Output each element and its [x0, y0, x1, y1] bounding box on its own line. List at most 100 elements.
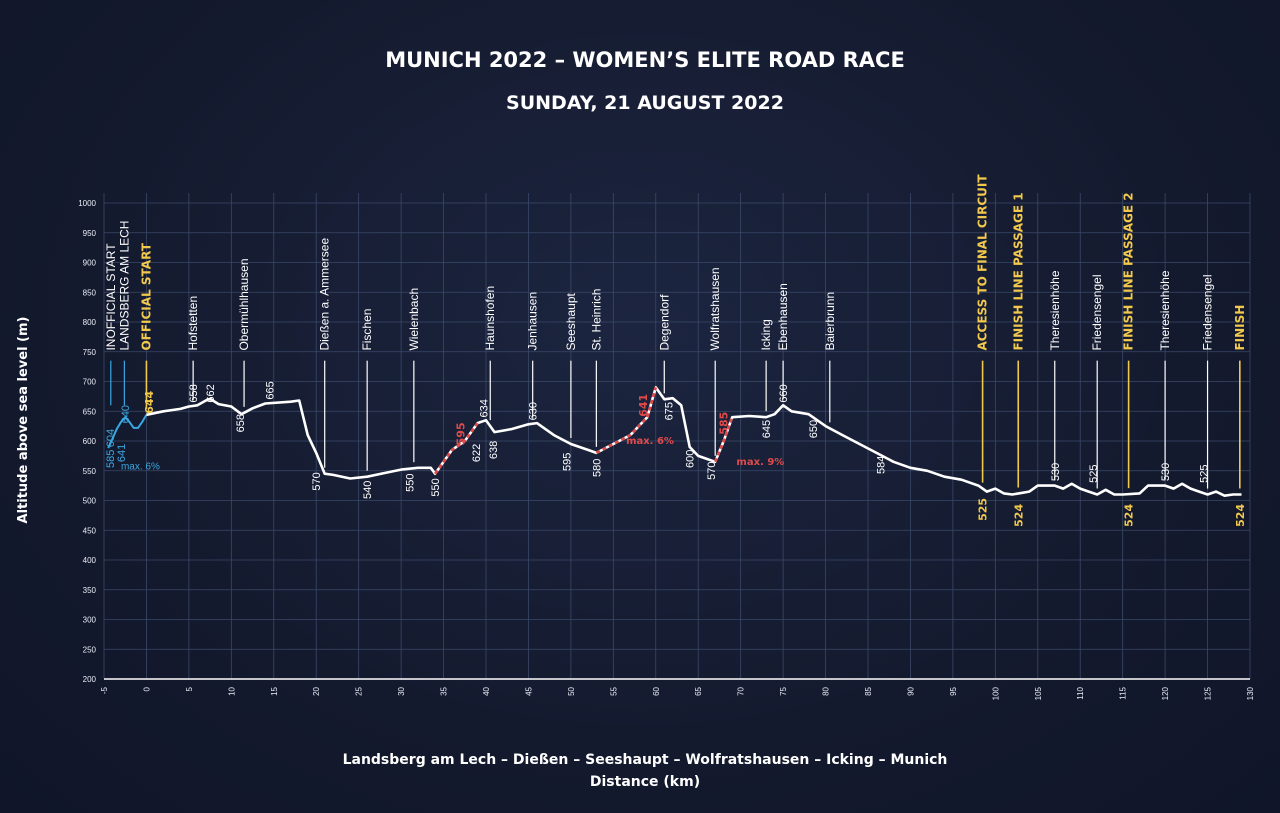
altitude-label: 550 — [405, 473, 417, 491]
x-tick-label: 90 — [906, 686, 915, 695]
altitude-label: 675 — [664, 402, 676, 420]
x-tick-label: 75 — [779, 686, 788, 695]
x-tick-label: 20 — [312, 686, 321, 695]
altitude-label: 524 — [1234, 504, 1247, 527]
place-name: Obermühlhausen — [237, 258, 251, 350]
altitude-label: 600 — [685, 450, 697, 468]
altitude-label: 580 — [591, 459, 603, 477]
altitude-label: 550 — [430, 478, 442, 496]
altitude-label: 585 — [718, 412, 731, 435]
place-name: Friedensengel — [1201, 274, 1215, 350]
place-name: Hofstetten — [186, 296, 200, 351]
x-tick-label: 110 — [1076, 686, 1085, 699]
place-name: Seeshaupt — [564, 293, 578, 351]
x-tick-label: 45 — [524, 686, 533, 695]
y-tick-label: 900 — [83, 259, 97, 268]
x-tick-label: 80 — [822, 686, 831, 695]
altitude-label: 660 — [778, 384, 790, 402]
place-name: Jenhausen — [526, 292, 540, 351]
y-tick-label: 650 — [83, 407, 97, 416]
chart-subtitle: SUNDAY, 21 AUGUST 2022 — [506, 92, 784, 114]
altitude-label: 644 — [143, 391, 156, 414]
altitude-label: 525 — [1088, 465, 1100, 483]
place-name: Dießen a. Ammersee — [318, 238, 332, 351]
x-tick-label: 40 — [482, 686, 491, 695]
profile-line — [146, 386, 1242, 498]
x-axis-label: Distance (km) — [590, 774, 700, 790]
altitude-label: 540 — [362, 481, 374, 499]
grade-label: max. 6% — [626, 436, 674, 447]
place-name: INOFFICIAL START — [104, 243, 118, 351]
x-axis-ticks: -5 0 5 10 15 20 25 30 35 40 45 50 55 60 65 70 75 80 85 90 95… — [100, 686, 1255, 700]
place-name: Friedensengel — [1090, 274, 1104, 350]
y-tick-label: 800 — [83, 318, 97, 327]
climb-segment — [434, 422, 479, 475]
neutral-altitude-label: 604 — [105, 429, 117, 447]
x-tick-label: 25 — [355, 686, 364, 695]
route-label: Landsberg am Lech – Dießen – Seeshaupt –… — [343, 752, 948, 768]
place-name: LANDSBERG AM LECH — [117, 221, 131, 351]
y-tick-label: 850 — [83, 288, 97, 297]
altitude-label: 641 — [637, 394, 650, 417]
y-tick-label: 550 — [83, 467, 97, 476]
x-tick-label: 55 — [609, 686, 618, 695]
place-name: Fischen — [360, 309, 374, 351]
altitude-label: 570 — [311, 472, 323, 490]
x-tick-label: 120 — [1161, 686, 1170, 700]
y-tick-label: 600 — [83, 437, 97, 446]
place-name: St. Heinrich — [589, 289, 603, 351]
altitude-label: 595 — [562, 453, 574, 471]
neutral-profile-line — [107, 414, 148, 449]
x-tick-label: 100 — [991, 686, 1000, 700]
altitude-label: 658 — [235, 414, 247, 432]
y-tick-label: 300 — [83, 616, 97, 625]
y-axis-label: Altitude above sea level (m) — [16, 317, 31, 524]
altitude-label: 530 — [1050, 463, 1062, 481]
y-tick-label: 400 — [83, 556, 97, 565]
climb-segment — [713, 416, 734, 463]
y-axis-ticks: 200 250 300 350 400 450 500 550 600 650 700 750 800 8… — [78, 199, 96, 684]
place-markers: INOFFICIAL START LANDSBERG AM LECH OFFICIA… — [104, 174, 1247, 489]
altitude-label: 658 — [188, 384, 200, 402]
x-tick-label: 125 — [1204, 686, 1213, 700]
place-name: FINISH — [1233, 305, 1247, 351]
y-tick-label: 200 — [83, 675, 97, 684]
profile-line-group — [107, 386, 1242, 498]
x-tick-label: 115 — [1119, 686, 1128, 699]
altitude-label: 645 — [761, 420, 773, 438]
altitude-label: 662 — [205, 384, 217, 402]
grid — [103, 193, 1251, 680]
altitude-label: 525 — [1198, 465, 1210, 483]
neutral-altitude-label: 585 — [105, 450, 117, 468]
x-tick-label: 0 — [142, 686, 151, 691]
x-tick-label: 95 — [949, 686, 958, 695]
place-name: Haunshofen — [483, 286, 497, 351]
x-tick-label: 105 — [1034, 686, 1043, 700]
x-tick-label: 30 — [397, 686, 406, 695]
place-name: Degendorf — [657, 294, 671, 351]
x-tick-label: 130 — [1246, 686, 1255, 700]
x-tick-label: 65 — [694, 686, 703, 695]
x-tick-label: 15 — [270, 686, 279, 695]
y-tick-label: 700 — [83, 378, 97, 387]
x-tick-label: 35 — [440, 686, 449, 695]
x-tick-label: 10 — [227, 686, 236, 695]
chart-title: MUNICH 2022 – WOMEN’S ELITE ROAD RACE — [385, 48, 905, 72]
altitude-label: 665 — [265, 381, 277, 399]
y-tick-label: 950 — [83, 229, 97, 238]
altitude-label: 630 — [528, 402, 540, 420]
place-name: Baierbrunn — [823, 292, 837, 351]
x-tick-label: 5 — [185, 686, 194, 691]
x-tick-label: 85 — [864, 686, 873, 695]
place-name: Theresienhöhe — [1048, 270, 1062, 350]
altitude-label: 638 — [488, 441, 500, 459]
y-tick-label: 1000 — [78, 199, 96, 208]
y-tick-label: 250 — [83, 645, 97, 654]
y-tick-label: 500 — [83, 497, 97, 506]
neutral-grade-label: max. 6% — [121, 462, 160, 473]
altitude-label: 525 — [977, 498, 990, 521]
place-name: Wolfratshausen — [708, 267, 722, 350]
x-tick-label: 50 — [567, 686, 576, 695]
